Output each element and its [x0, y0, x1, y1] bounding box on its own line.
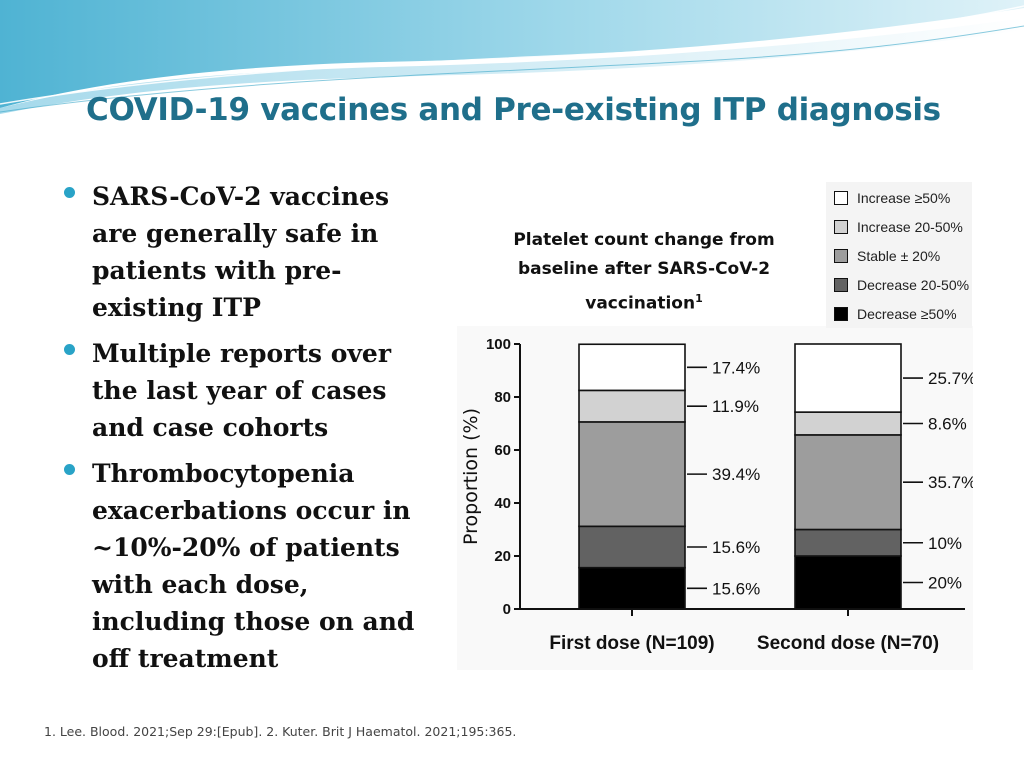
legend-item: Decrease 20-50% — [834, 275, 969, 295]
data-label: 8.6% — [928, 415, 967, 434]
legend-swatch — [834, 249, 848, 263]
bullet-item: SARS-CoV-2 vaccines are generally safe i… — [62, 178, 434, 326]
chart-title-text: Platelet count change from baseline afte… — [513, 230, 775, 314]
bar-segment — [794, 555, 902, 610]
legend-label: Increase ≥50% — [857, 190, 951, 206]
legend-swatch — [834, 278, 848, 292]
legend-item: Increase ≥50% — [834, 188, 950, 208]
legend-item: Decrease ≥50% — [834, 304, 957, 324]
y-tick-label: 20 — [494, 548, 511, 565]
chart-title-superscript: 1 — [695, 292, 703, 305]
stacked-bar-chart: 0 20 40 60 80 100 Proportion (%) First dose (N=… — [457, 326, 973, 670]
footnote-references: 1. Lee. Blood. 2021;Sep 29:[Epub]. 2. Ku… — [44, 724, 517, 739]
x-category-label: Second dose (N=70) — [757, 633, 939, 654]
data-label: 20% — [928, 574, 962, 593]
x-category-label: First dose (N=109) — [549, 633, 714, 654]
y-axis-title: Proportion (%) — [460, 408, 482, 545]
bullet-list: SARS-CoV-2 vaccines are generally safe i… — [62, 178, 434, 686]
y-tick-label: 100 — [486, 336, 511, 353]
data-label: 39.4% — [712, 465, 760, 484]
header-wave-decoration — [0, 0, 1024, 114]
y-tick-label: 60 — [494, 442, 511, 459]
bar-segment — [578, 566, 686, 610]
legend-item: Increase 20-50% — [834, 217, 963, 237]
data-label: 17.4% — [712, 358, 760, 377]
bar-segment — [794, 343, 902, 413]
legend-label: Increase 20-50% — [857, 219, 963, 235]
data-label: 11.9% — [712, 397, 759, 416]
legend-swatch — [834, 191, 848, 205]
data-label: 15.6% — [712, 579, 760, 598]
bar-segment — [578, 343, 686, 392]
bullet-text: Multiple reports over the last year of c… — [92, 339, 391, 442]
bar-segment — [794, 434, 902, 531]
legend-label: Decrease ≥50% — [857, 306, 957, 322]
slide-title: COVID-19 vaccines and Pre-existing ITP d… — [86, 92, 941, 128]
bullet-item: Thrombocytopenia exacerbations occur in … — [62, 455, 434, 677]
chart-title: Platelet count change from baseline afte… — [484, 226, 804, 319]
legend-swatch — [834, 220, 848, 234]
bullet-text: SARS-CoV-2 vaccines are generally safe i… — [92, 182, 390, 322]
bullet-item: Multiple reports over the last year of c… — [62, 335, 434, 446]
data-label: 15.6% — [712, 538, 760, 557]
y-tick-label: 80 — [494, 389, 511, 406]
y-tick-label: 40 — [494, 495, 511, 512]
bar-segment — [794, 528, 902, 557]
legend-item: Stable ± 20% — [834, 246, 940, 266]
bar-segment — [578, 389, 686, 423]
chart-legend: Increase ≥50% Increase 20-50% Stable ± 20%… — [826, 182, 972, 328]
bar-segment — [794, 411, 902, 436]
legend-label: Decrease 20-50% — [857, 277, 970, 293]
legend-swatch — [834, 307, 848, 321]
bullet-text: Thrombocytopenia exacerbations occur in … — [92, 459, 415, 673]
bar-segment — [578, 525, 686, 569]
data-label: 25.7% — [928, 369, 973, 388]
bar-segment — [578, 421, 686, 528]
data-label: 10% — [928, 534, 962, 553]
y-tick-label: 0 — [503, 601, 511, 618]
data-label: 35.7% — [928, 473, 973, 492]
legend-label: Stable ± 20% — [857, 248, 941, 264]
